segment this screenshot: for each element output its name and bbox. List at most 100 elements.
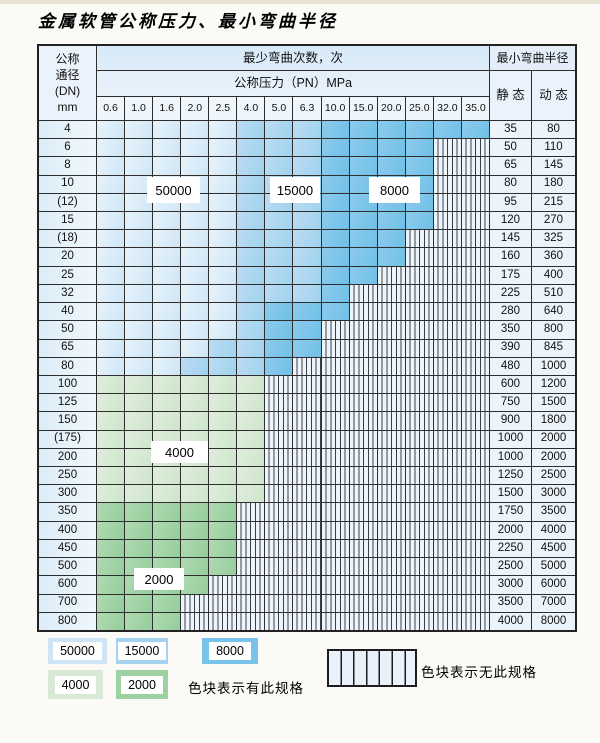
cycle-cell-15k (237, 339, 265, 357)
no-spec-cell (433, 303, 461, 321)
cycle-count-label: 8000 (369, 177, 420, 203)
static-radius-value: 1750 (489, 503, 531, 521)
legend-chip-2000: 2000 (116, 670, 168, 699)
no-spec-cell (461, 539, 489, 558)
cycle-cell-4k (153, 467, 181, 485)
no-spec-cell (349, 339, 377, 357)
dynamic-radius-value: 2000 (531, 448, 575, 467)
cycle-cell-8k (377, 230, 405, 248)
no-spec-cell (405, 266, 433, 284)
cycle-cell-2k (125, 594, 153, 612)
cycle-cell-15k (209, 339, 237, 357)
no-spec-cell (349, 448, 377, 467)
legend-chip-label: 50000 (53, 642, 102, 660)
cycle-cell-50k (181, 230, 209, 248)
no-spec-cell (349, 467, 377, 485)
legend-chip-15000: 15000 (116, 638, 168, 664)
no-spec-cell (405, 357, 433, 375)
no-spec-cell (209, 594, 237, 612)
cycle-cell-15k (265, 139, 293, 157)
cycle-cell-4k (125, 412, 153, 430)
cycle-cell-4k (97, 467, 125, 485)
no-spec-cell (237, 594, 265, 612)
no-spec-cell (377, 284, 405, 303)
cycle-cell-50k (209, 284, 237, 303)
cycle-cell-8k (321, 212, 349, 230)
no-spec-cell (293, 412, 321, 430)
no-spec-cell (405, 503, 433, 521)
no-spec-cell (349, 521, 377, 539)
cycle-cell-8k (405, 212, 433, 230)
no-spec-cell (461, 594, 489, 612)
no-spec-cell (293, 521, 321, 539)
cycle-cell-2k (125, 521, 153, 539)
cycle-cell-15k (237, 121, 265, 139)
no-spec-cell (433, 321, 461, 339)
no-spec-cell (433, 448, 461, 467)
no-spec-cell (293, 467, 321, 485)
cycle-cell-4k (237, 485, 265, 503)
no-spec-cell (405, 248, 433, 266)
no-spec-cell (237, 612, 265, 630)
no-spec-cell (265, 594, 293, 612)
cycle-cell-4k (237, 430, 265, 448)
no-spec-cell (433, 576, 461, 594)
dn-value: 600 (39, 576, 96, 594)
dn-value: 80 (39, 357, 96, 375)
cycle-cell-8k (349, 230, 377, 248)
static-radius-value: 2000 (489, 521, 531, 539)
legend-chip-label: 4000 (54, 675, 97, 694)
pressure-tick: 4.0 (237, 97, 265, 120)
cycle-cell-50k (181, 212, 209, 230)
pressure-tick: 0.6 (97, 97, 125, 120)
legend-no-spec-text: 色块表示无此规格 (421, 665, 537, 680)
cycle-cell-50k (97, 284, 125, 303)
no-spec-cell (433, 612, 461, 630)
dynamic-radius-value: 270 (531, 212, 575, 230)
dynamic-radius-value: 3000 (531, 485, 575, 503)
no-spec-cell (265, 612, 293, 630)
no-spec-cell (433, 157, 461, 175)
dynamic-radius-value: 3500 (531, 503, 575, 521)
no-spec-cell (461, 157, 489, 175)
cycle-cell-2k (125, 612, 153, 630)
cycle-cell-8k (349, 248, 377, 266)
cycle-cell-50k (153, 121, 181, 139)
cycle-cell-8k (377, 212, 405, 230)
cycle-cell-50k (97, 121, 125, 139)
cycle-cell-50k (125, 248, 153, 266)
dynamic-radius-value: 4500 (531, 539, 575, 558)
cycle-cell-15k (265, 212, 293, 230)
cycle-cell-50k (209, 248, 237, 266)
cycle-cell-50k (209, 121, 237, 139)
cycle-count-label: 50000 (147, 177, 200, 203)
dynamic-radius-value: 180 (531, 175, 575, 193)
cycle-cell-2k (153, 612, 181, 630)
static-radius-value: 80 (489, 175, 531, 193)
no-spec-cell (461, 321, 489, 339)
no-spec-cell (405, 521, 433, 539)
cycle-cell-2k (97, 521, 125, 539)
no-spec-cell (265, 375, 293, 394)
cycle-cell-50k (125, 339, 153, 357)
no-spec-cell (349, 558, 377, 576)
cycle-cell-50k (181, 139, 209, 157)
cycle-cell-50k (97, 157, 125, 175)
no-spec-cell (433, 248, 461, 266)
no-spec-cell (377, 266, 405, 284)
no-spec-cell (433, 430, 461, 448)
no-spec-cell (461, 521, 489, 539)
dn-value: 32 (39, 284, 96, 303)
no-spec-cell (321, 321, 349, 339)
cycle-cell-15k (237, 193, 265, 212)
no-spec-cell (321, 558, 349, 576)
dynamic-radius-value: 2500 (531, 467, 575, 485)
cycle-cell-50k (125, 357, 153, 375)
no-spec-cell (461, 576, 489, 594)
cycle-cell-2k (181, 503, 209, 521)
dn-value: 700 (39, 594, 96, 612)
no-spec-cell (377, 521, 405, 539)
dynamic-radius-value: 80 (531, 121, 575, 139)
cycle-cell-15k (237, 175, 265, 193)
static-radius-value: 350 (489, 321, 531, 339)
